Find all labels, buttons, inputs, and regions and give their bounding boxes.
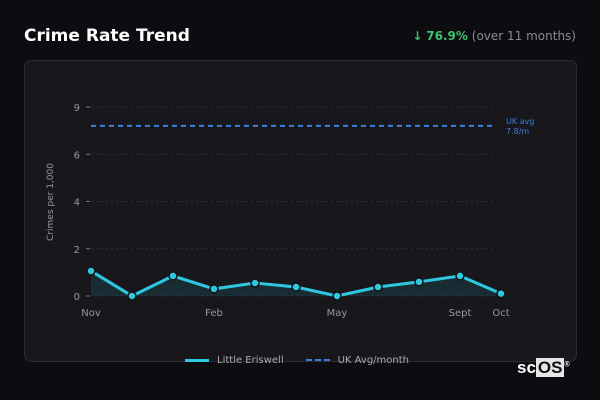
x-tick-label: Nov xyxy=(81,308,101,319)
chart-card xyxy=(24,60,577,362)
data-point xyxy=(291,282,301,292)
data-point xyxy=(332,291,342,301)
change-summary: ↓ 76.9% (over 11 months) xyxy=(412,29,576,43)
data-point xyxy=(168,271,178,281)
data-point xyxy=(209,284,219,294)
legend: Little Eriswell UK Avg/month xyxy=(185,355,409,366)
legend-label: Little Eriswell xyxy=(217,355,284,366)
change-percent: 76.9% xyxy=(426,29,468,43)
y-tick-label: 4 xyxy=(74,198,80,209)
data-point xyxy=(455,271,465,281)
legend-item-uk-avg[interactable]: UK Avg/month xyxy=(305,355,410,366)
y-axis-label: Crimes per 1,000 xyxy=(46,163,56,241)
legend-label: UK Avg/month xyxy=(337,355,410,366)
change-note: (over 11 months) xyxy=(471,29,576,43)
down-arrow-icon: ↓ xyxy=(412,29,423,43)
y-tick-label: 0 xyxy=(74,292,80,303)
data-point xyxy=(250,278,260,288)
data-point xyxy=(414,277,424,287)
legend-item-series[interactable]: Little Eriswell xyxy=(185,355,284,366)
y-tick-label: 9 xyxy=(74,103,80,114)
chart-title: Crime Rate Trend xyxy=(24,26,190,46)
y-tick-label: 2 xyxy=(74,245,80,256)
x-tick-label: May xyxy=(327,308,348,319)
data-point xyxy=(86,266,96,276)
scos-logo: sc OS ® xyxy=(517,358,570,377)
uk-average-label: UK avg xyxy=(506,117,534,126)
x-tick-label: Oct xyxy=(492,308,509,319)
data-point xyxy=(496,288,506,299)
uk-average-value: 7.8/m xyxy=(506,127,529,136)
y-tick-label: 6 xyxy=(74,150,80,161)
x-tick-label: Sept xyxy=(449,308,472,319)
data-point xyxy=(127,291,137,301)
x-tick-label: Feb xyxy=(205,308,223,319)
series-area xyxy=(91,270,501,296)
data-point xyxy=(373,282,383,292)
